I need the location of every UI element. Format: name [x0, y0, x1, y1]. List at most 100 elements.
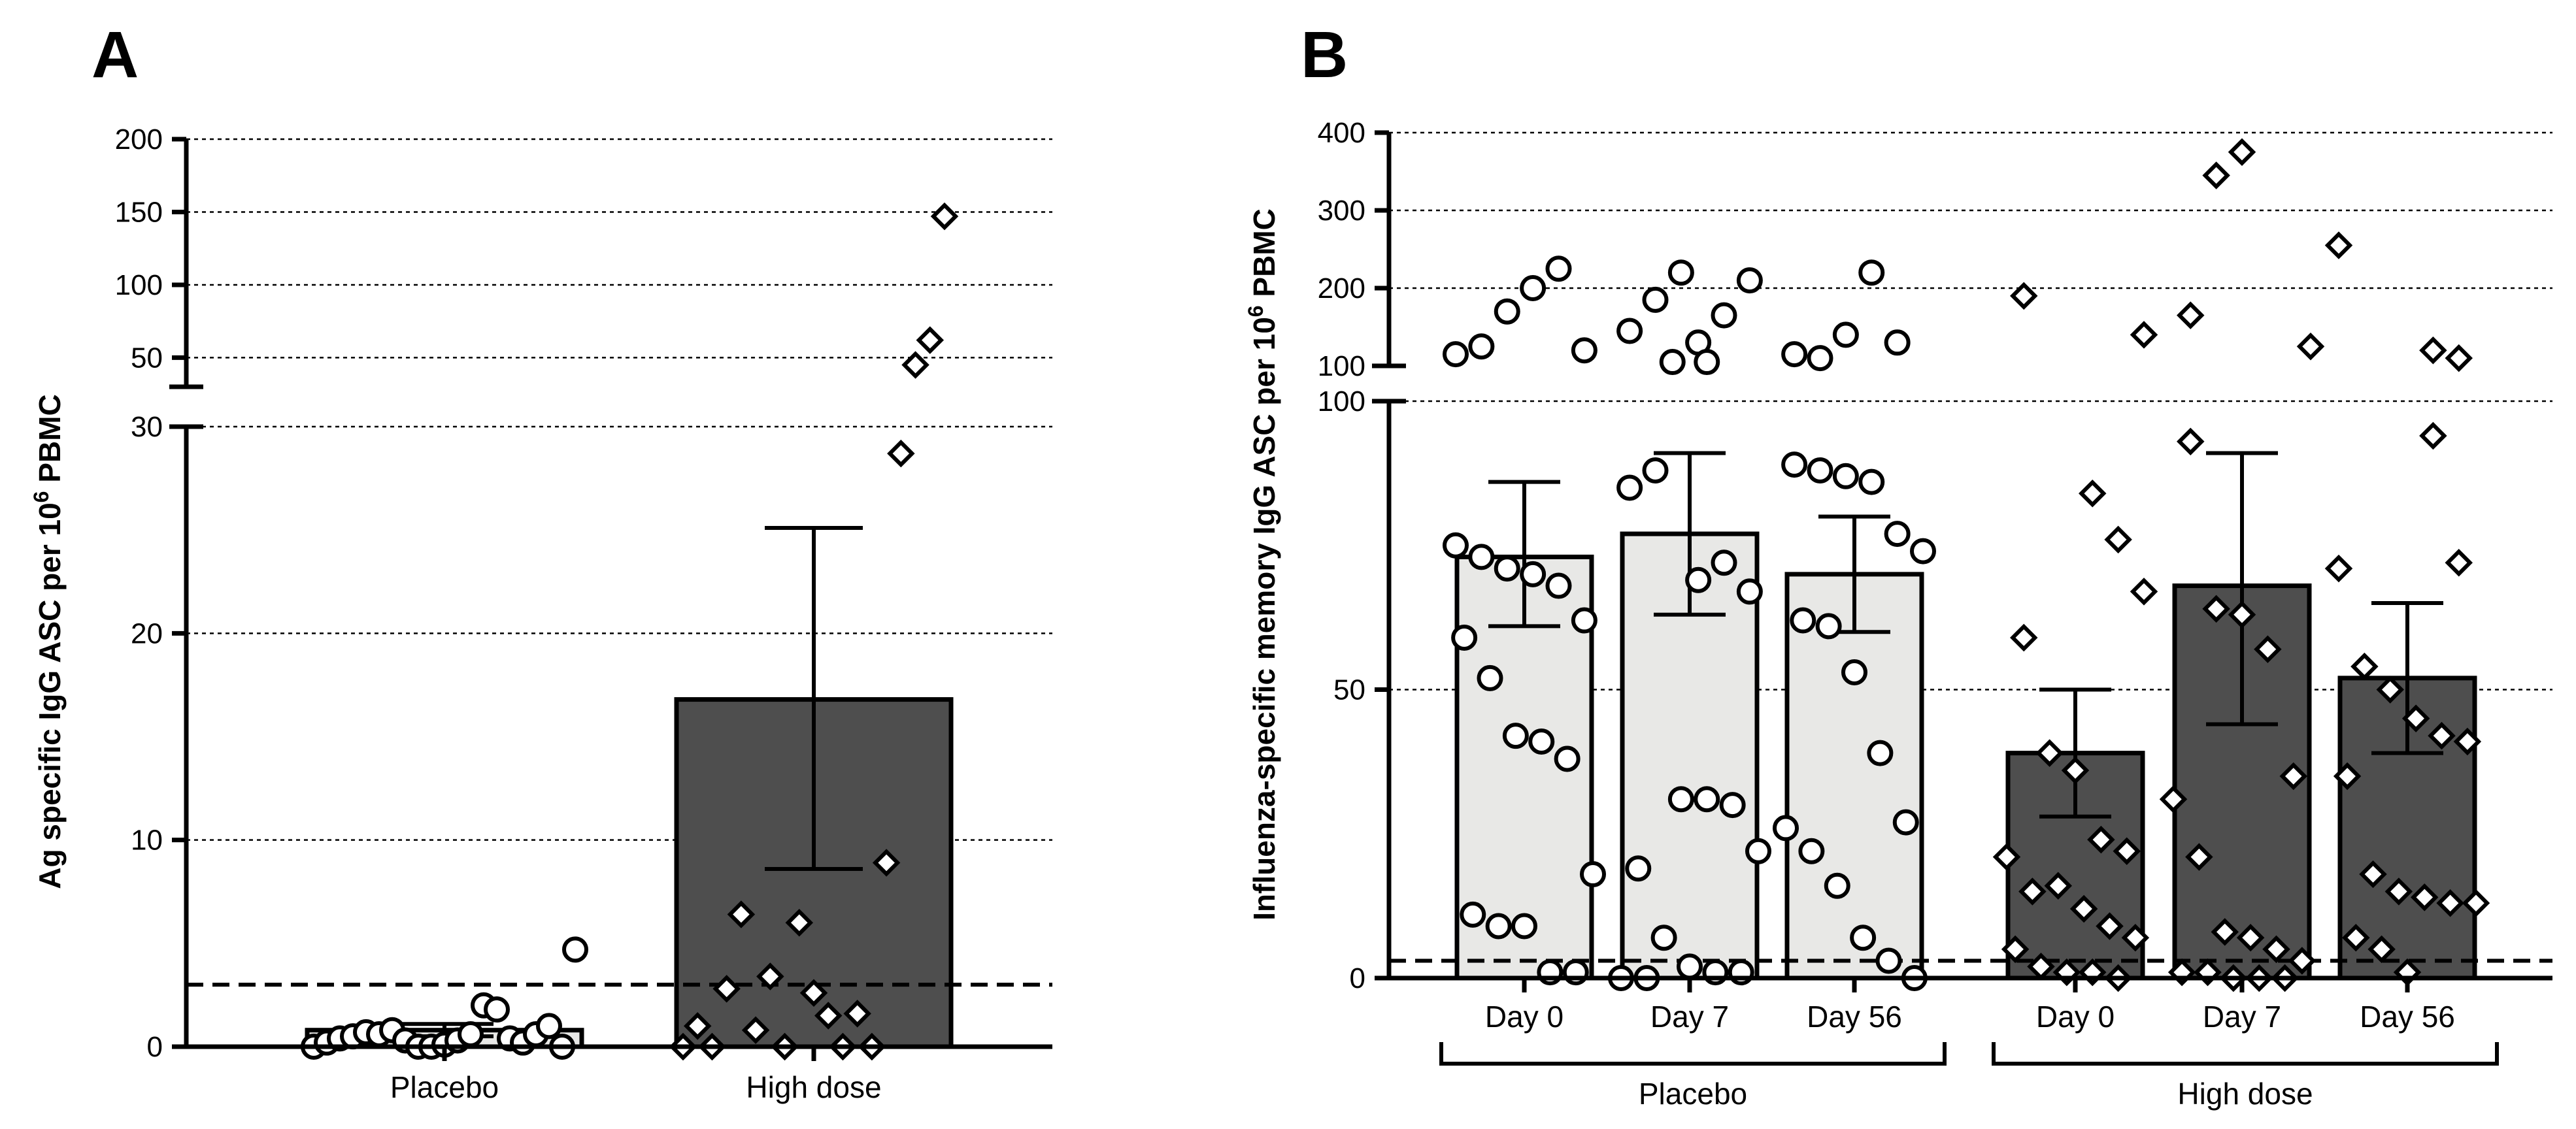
data-point — [683, 1012, 712, 1040]
data-point — [1667, 786, 1694, 813]
data-point — [1520, 275, 1547, 301]
data-point — [2419, 421, 2447, 450]
data-point — [1832, 463, 1859, 489]
data-point — [1892, 809, 1919, 836]
data-point — [2445, 344, 2473, 372]
data-point — [1468, 333, 1495, 360]
y-tick-label: 200 — [1318, 272, 1365, 304]
y-tick-label: 30 — [131, 411, 163, 443]
data-point — [2359, 860, 2387, 889]
category-label: High dose — [746, 1070, 881, 1104]
data-point — [1502, 723, 1529, 749]
data-point — [2324, 554, 2353, 583]
data-point — [2254, 635, 2282, 663]
data-point — [756, 962, 784, 990]
data-point — [1571, 337, 1597, 364]
y-tick-label: 10 — [131, 825, 163, 857]
y-tick-label: 300 — [1318, 195, 1365, 227]
y-tick-label: 100 — [1318, 350, 1365, 382]
y-tick-label: 20 — [131, 617, 163, 649]
data-point — [2079, 480, 2107, 508]
data-point — [2001, 935, 2030, 964]
data-point — [1554, 745, 1581, 772]
data-point — [1494, 298, 1520, 325]
panel-a: A Ag specific IgG ASC per 106 PBMC 0 10 20… — [29, 18, 1052, 1104]
data-point — [1992, 843, 2021, 871]
data-point — [1677, 953, 1703, 980]
data-point — [2211, 918, 2239, 946]
data-point — [2436, 889, 2464, 917]
data-point — [1824, 872, 1850, 899]
data-point — [2202, 161, 2230, 189]
data-point — [1884, 329, 1911, 356]
data-point — [1711, 302, 1737, 329]
y-tick-label: 0 — [147, 1031, 163, 1063]
data-point — [2104, 525, 2132, 554]
data-point — [1884, 521, 1911, 548]
data-point — [2177, 301, 2205, 329]
data-point — [1807, 457, 1833, 483]
category-label: Placebo — [390, 1070, 499, 1104]
category-label: Day 7 — [1650, 1000, 1729, 1034]
data-point — [562, 936, 588, 963]
data-point — [785, 908, 814, 937]
data-point — [1477, 664, 1503, 691]
y-tick-label: 100 — [1318, 385, 1365, 417]
data-point — [2061, 756, 2090, 785]
data-point — [1736, 578, 1763, 605]
data-point — [887, 439, 915, 468]
data-point — [1616, 474, 1643, 501]
data-point — [1694, 786, 1720, 813]
data-point — [1807, 345, 1833, 372]
group-label: Placebo — [1639, 1077, 1747, 1111]
category-label: Day 7 — [2203, 1000, 2281, 1034]
data-point — [741, 1016, 770, 1044]
data-point — [1520, 561, 1547, 587]
data-point — [2018, 877, 2047, 906]
data-point — [916, 326, 945, 354]
data-point — [1468, 544, 1495, 570]
data-point — [1832, 321, 1859, 348]
data-point — [2367, 935, 2396, 964]
data-point — [1625, 855, 1652, 882]
data-point — [2350, 652, 2379, 681]
data-point — [1694, 349, 1720, 376]
data-point — [2228, 600, 2256, 629]
data-point — [1494, 555, 1520, 582]
data-point — [1443, 532, 1469, 559]
y-tick-label: 50 — [131, 342, 163, 374]
data-point — [2130, 578, 2158, 606]
data-point — [2296, 333, 2325, 361]
data-point — [1719, 792, 1746, 819]
y-tick-label: 0 — [1350, 962, 1365, 994]
data-point — [1790, 607, 1816, 634]
data-point — [1460, 901, 1486, 928]
data-point — [1667, 259, 1694, 286]
data-point — [1642, 457, 1669, 483]
data-point — [1815, 613, 1842, 640]
data-point — [799, 979, 828, 1007]
panel-a-y-axis-label-end: PBMC — [33, 394, 67, 491]
category-label: Day 56 — [2360, 1000, 2455, 1034]
data-point — [1736, 267, 1763, 294]
panel-a-y-axis-label: Ag specific IgG ASC per 106 PBMC — [29, 394, 67, 889]
data-point — [1545, 572, 1572, 599]
data-point — [1650, 924, 1677, 951]
data-point — [484, 996, 510, 1023]
data-point — [727, 900, 756, 928]
panel-a-y-axis-label-main: Ag specific IgG ASC per 10 — [33, 502, 67, 889]
panel-a-y-axis-label-sup: 6 — [29, 491, 53, 503]
data-point — [1910, 538, 1936, 564]
data-point — [2087, 825, 2115, 854]
data-point — [2462, 889, 2490, 917]
data-point — [2288, 947, 2317, 975]
y-tick-label: 100 — [115, 269, 163, 301]
data-point — [2279, 762, 2307, 791]
group-label: High dose — [2177, 1077, 2313, 1111]
data-point — [1485, 913, 1512, 940]
panel-b-letter: B — [1301, 18, 1348, 91]
data-point — [1443, 341, 1469, 368]
data-point — [1850, 924, 1877, 951]
y-tick-label: 150 — [115, 196, 163, 228]
